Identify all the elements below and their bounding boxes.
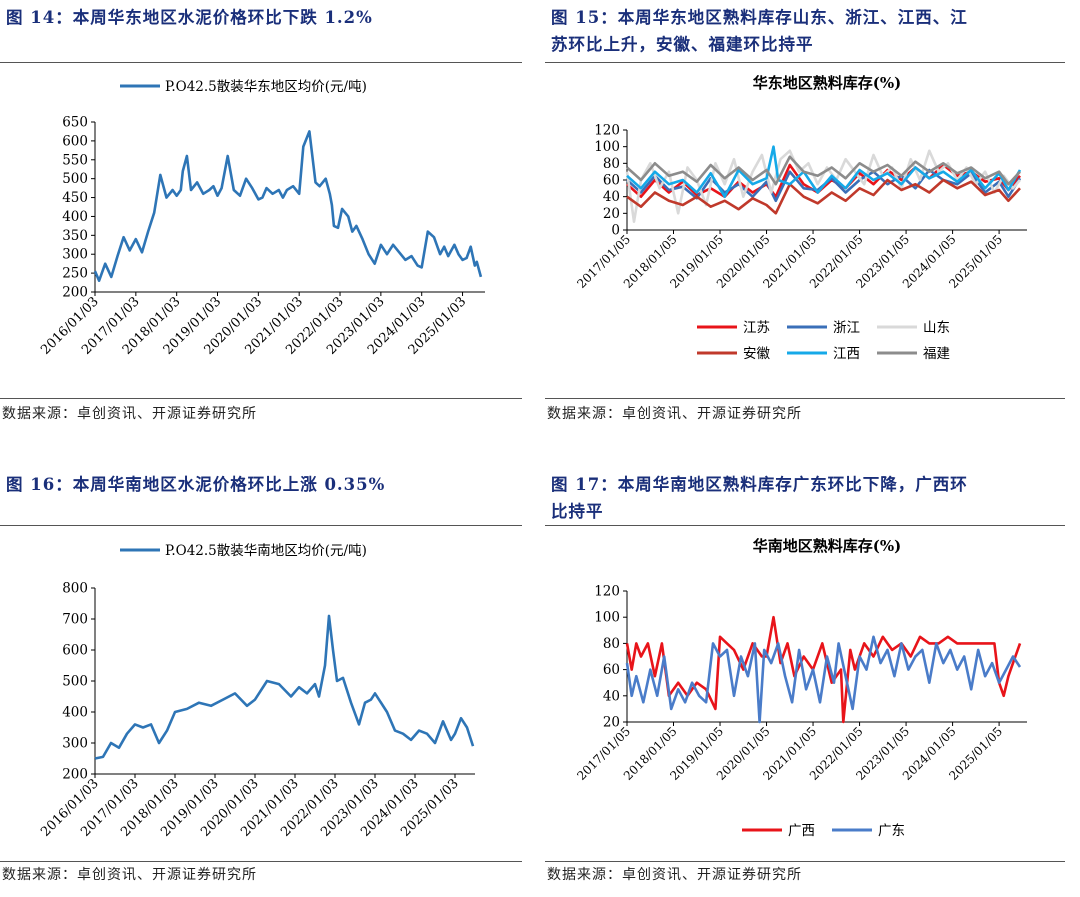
figure-title: 图 16：本周华南地区水泥价格环比上涨 0.35% [6, 475, 386, 494]
source-rule [0, 398, 522, 399]
series-line [626, 155, 1021, 186]
series-line [93, 130, 483, 282]
series-line [625, 615, 1022, 724]
legend-label: P.O42.5散装华东地区均价(元/吨) [165, 79, 367, 95]
source-note: 数据来源：卓创资讯、开源证券研究所 [547, 406, 802, 422]
y-tick-label: 350 [62, 228, 88, 244]
y-tick-label: 40 [603, 688, 620, 704]
legend-label: 安徽 [743, 346, 771, 362]
series-line [94, 614, 475, 760]
y-tick-label: 20 [603, 715, 620, 731]
y-tick-label: 650 [62, 115, 88, 131]
chart-title: 华南地区熟料库存(%) [753, 537, 901, 555]
y-tick-label: 80 [603, 156, 620, 172]
legend-label: 广西 [788, 823, 815, 839]
y-tick-label: 500 [62, 674, 88, 690]
y-tick-label: 600 [62, 643, 88, 659]
y-tick-label: 100 [594, 610, 620, 626]
legend-label: 福建 [923, 346, 950, 362]
chart-south-cement-price: 2003004005006007008002016/01/032017/01/0… [38, 543, 475, 840]
y-tick-label: 300 [62, 247, 88, 263]
series-line [625, 149, 1021, 223]
y-tick-label: 120 [594, 584, 620, 600]
source-note: 数据来源：卓创资讯、开源证券研究所 [547, 867, 802, 883]
y-tick-label: 40 [603, 189, 620, 205]
legend-label: 山东 [923, 320, 950, 336]
source-rule [0, 861, 522, 862]
y-tick-label: 400 [62, 209, 88, 225]
source-note: 数据来源：卓创资讯、开源证券研究所 [2, 867, 257, 883]
figure-title: 图 15：本周华东地区熟料库存山东、浙江、江西、江 苏环比上升，安徽、福建环比持… [551, 4, 1065, 58]
series-line [626, 178, 1021, 215]
title-rule [0, 62, 522, 63]
y-tick-label: 200 [62, 285, 88, 301]
legend-label: 江苏 [743, 320, 770, 336]
y-tick-label: 250 [62, 266, 88, 282]
y-tick-label: 700 [62, 612, 88, 628]
series-line [626, 145, 1022, 198]
figure-title-line1: 图 15：本周华东地区熟料库存山东、浙江、江西、江 [551, 8, 968, 27]
source-rule [545, 861, 1065, 862]
figure-title-line2: 比持平 [551, 502, 604, 521]
y-tick-label: 0 [611, 223, 620, 239]
panel-fig16: 图 16：本周华南地区水泥价格环比上涨 0.35% 200 300 400 500 60… [0, 465, 522, 895]
legend-label: 浙江 [833, 320, 860, 336]
y-tick-label: 20 [603, 206, 620, 222]
chart-title: 华东地区熟料库存(%) [753, 74, 901, 92]
y-tick-label: 450 [62, 190, 88, 206]
legend-label: P.O42.5散装华南地区均价(元/吨) [165, 543, 367, 559]
figure-title-line1: 图 17：本周华南地区熟料库存广东环比下降，广西环 [551, 475, 968, 494]
legend-label: 江西 [833, 346, 860, 362]
y-tick-label: 100 [594, 139, 620, 155]
panel-fig14: 图 14：本周华东地区水泥价格环比下跌 1.2% 200 250 300 350 400… [0, 0, 522, 430]
source-note: 数据来源：卓创资讯、开源证券研究所 [2, 406, 257, 422]
figure-title-line2: 苏环比上升，安徽、福建环比持平 [551, 35, 814, 54]
chart-east-cement-price: 2002503003504004505005506006502016/01/03… [38, 79, 485, 358]
title-rule [0, 525, 522, 526]
y-tick-label: 60 [603, 662, 620, 678]
y-tick-label: 400 [62, 705, 88, 721]
y-tick-label: 600 [62, 133, 88, 149]
title-rule [545, 62, 1065, 63]
y-tick-label: 80 [603, 636, 620, 652]
legend-label: 广东 [878, 823, 905, 839]
series-line [625, 635, 1022, 724]
source-rule [545, 398, 1065, 399]
title-rule [545, 525, 1065, 526]
panel-fig17: 图 17：本周华南地区熟料库存广东环比下降，广西环 比持平 华南地区熟料库存(%… [545, 465, 1065, 895]
y-tick-label: 550 [62, 152, 88, 168]
y-tick-label: 500 [62, 171, 88, 187]
y-tick-label: 200 [62, 767, 88, 783]
figure-title: 图 14：本周华东地区水泥价格环比下跌 1.2% [6, 8, 373, 27]
y-tick-label: 120 [594, 123, 620, 139]
chart-east-clinker-inventory: 华东地区熟料库存(%)0204060801001202017/01/052018… [574, 74, 1027, 362]
chart-south-clinker-inventory: 华南地区熟料库存(%)204060801001202017/01/052018/… [574, 537, 1027, 839]
panel-fig15: 图 15：本周华东地区熟料库存山东、浙江、江西、江 苏环比上升，安徽、福建环比持… [545, 0, 1065, 430]
y-tick-label: 60 [603, 173, 620, 189]
y-tick-label: 300 [62, 736, 88, 752]
y-tick-label: 800 [62, 581, 88, 597]
figure-title: 图 17：本周华南地区熟料库存广东环比下降，广西环 比持平 [551, 471, 1065, 525]
